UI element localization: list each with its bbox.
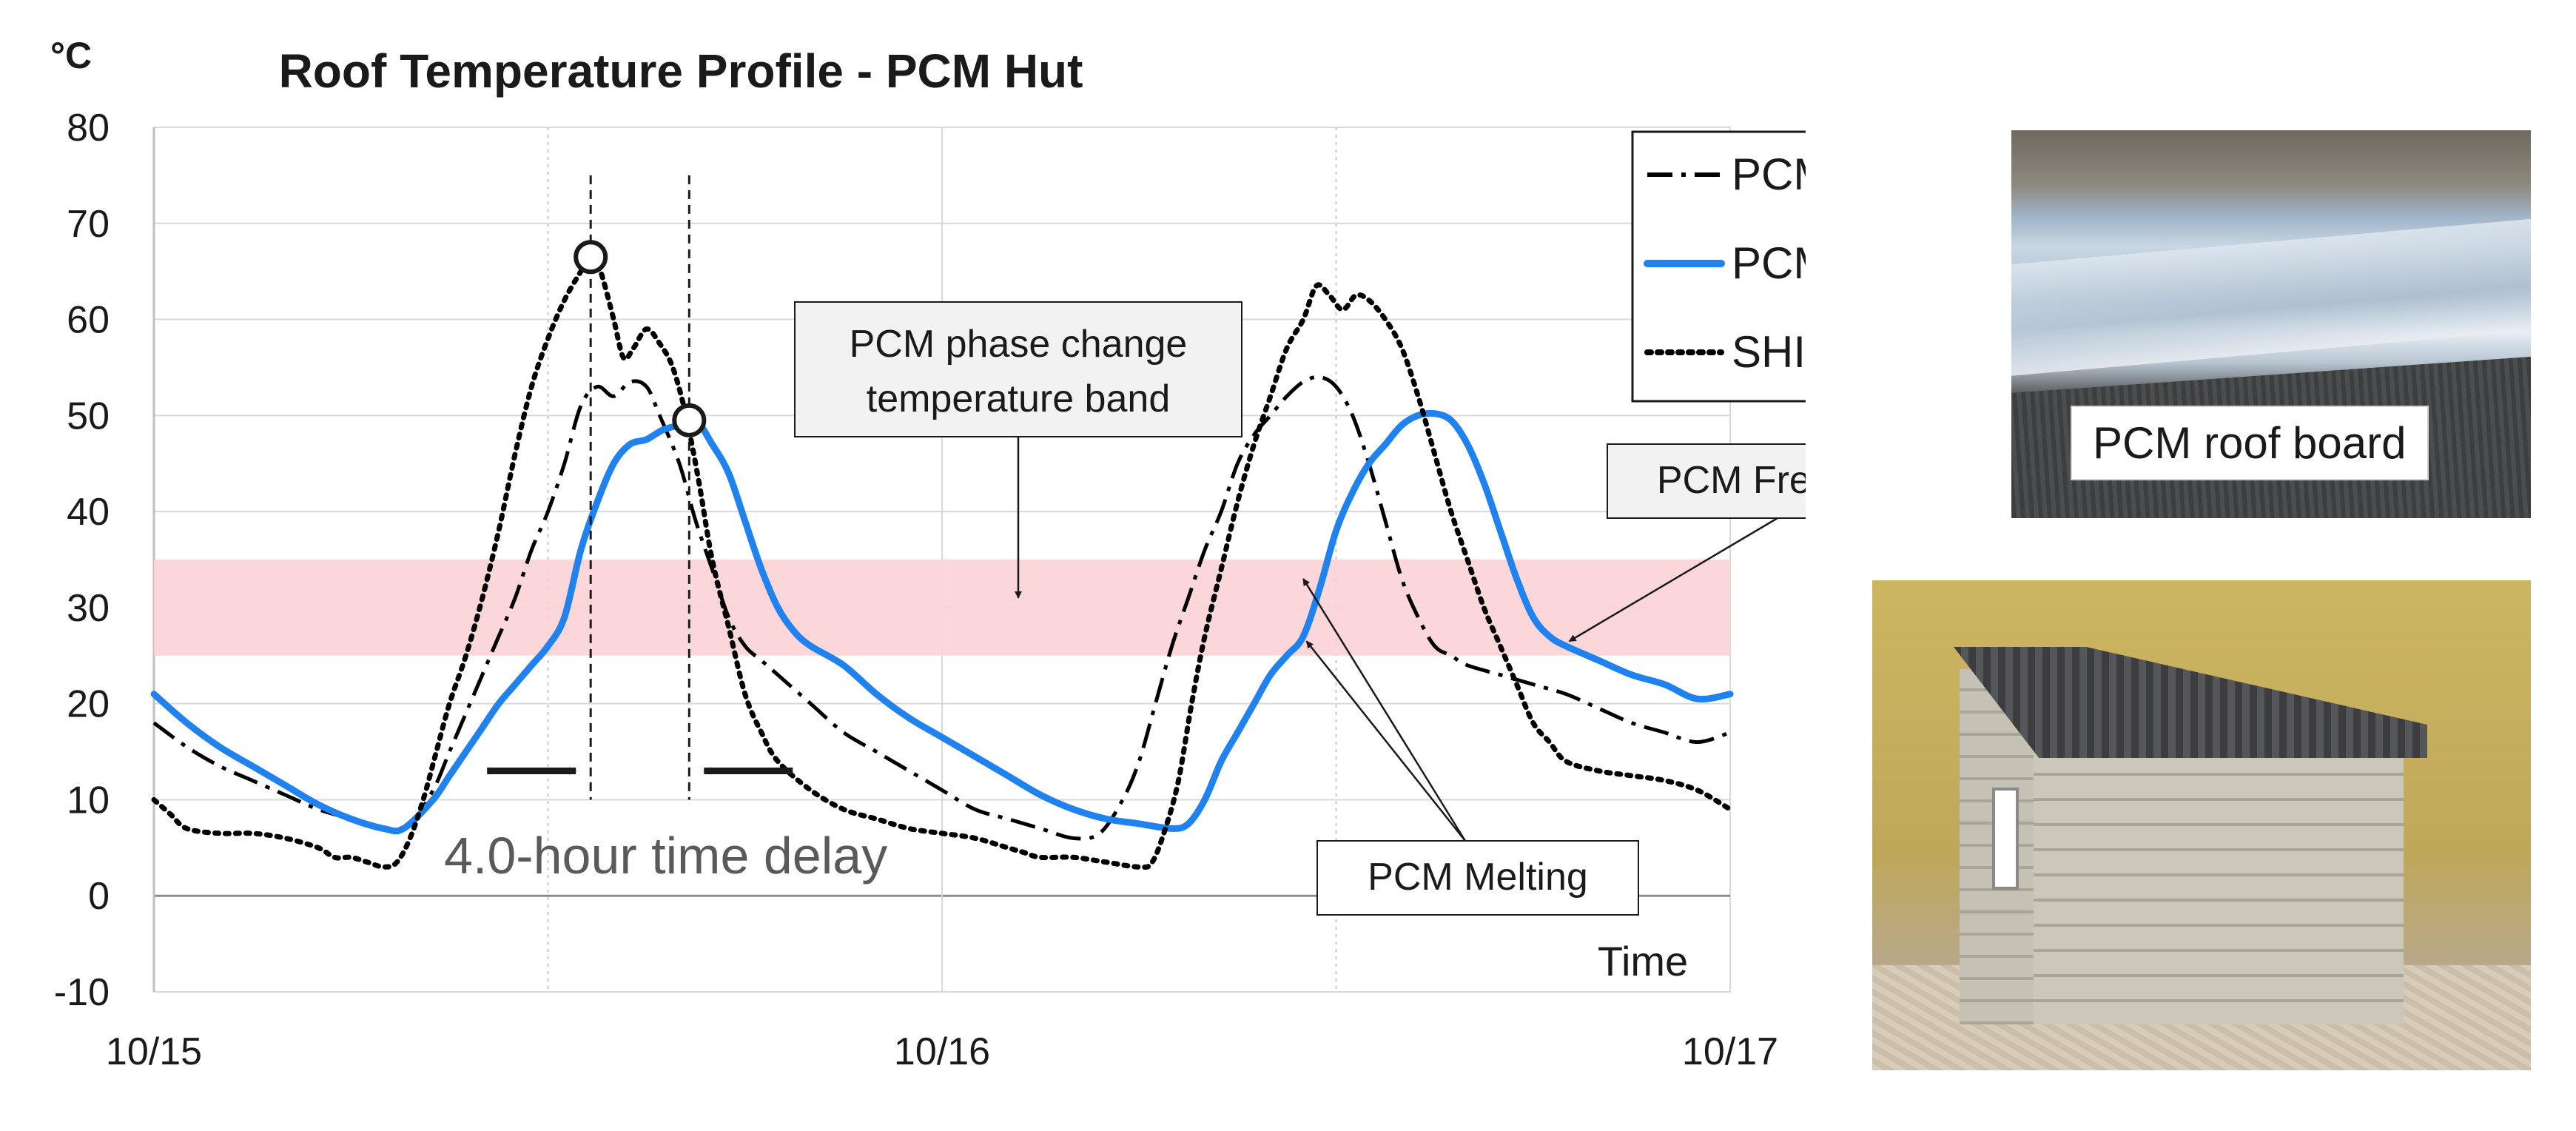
legend-label-pcm-int: PCM_Int bbox=[1732, 238, 1806, 288]
temperature-chart: -10 0 10 20 30 40 50 60 70 80 10/15 10/16 10/17 Roof… bbox=[50, 35, 1806, 1073]
melting-callout: PCM Melting bbox=[1316, 840, 1639, 916]
melting-arrow-int bbox=[1305, 640, 1466, 842]
time-delay-label: 4.0-hour time delay bbox=[444, 827, 887, 885]
band-label-callout: PCM phase change temperature band bbox=[794, 301, 1242, 437]
melting-label: PCM Melting bbox=[1368, 856, 1588, 899]
series-line-pcm-ext bbox=[152, 375, 1731, 841]
y-axis-unit: °C bbox=[50, 35, 92, 76]
legend-label-pcm-ext: PCM_Ext bbox=[1732, 150, 1806, 199]
freezing-arrow bbox=[1568, 517, 1778, 642]
roof-board-strip bbox=[2011, 215, 2531, 378]
freezing-label: PCM Freezing bbox=[1657, 459, 1806, 502]
y-tick-label: 50 bbox=[67, 395, 110, 437]
chart-title: Roof Temperature Profile - PCM Hut bbox=[279, 44, 1083, 98]
band-label-box bbox=[794, 301, 1242, 437]
y-tick-label: 20 bbox=[67, 683, 110, 726]
pcm-roof-board-photo: PCM roof board bbox=[2011, 130, 2531, 518]
y-tick-label: 70 bbox=[67, 203, 110, 246]
melting-arrow-ext bbox=[1302, 578, 1467, 842]
y-tick-label: 30 bbox=[67, 587, 110, 630]
x-tick-label: 10/17 bbox=[1682, 1030, 1778, 1073]
freezing-box bbox=[1607, 443, 1806, 519]
y-tick-label: -10 bbox=[54, 971, 110, 1014]
legend: PCM_Ext PCM_Int SHINGLE bbox=[1631, 130, 1806, 403]
freezing-callout: PCM Freezing bbox=[1607, 443, 1806, 519]
y-tick-label: 10 bbox=[67, 779, 110, 822]
series-line-pcm-int bbox=[150, 409, 1734, 835]
hut-front-wall bbox=[2034, 751, 2404, 1024]
y-tick-label: 40 bbox=[67, 491, 110, 534]
pcm-hut-photo bbox=[1872, 580, 2531, 1070]
x-tick-label: 10/15 bbox=[106, 1030, 202, 1073]
y-tick-label: 60 bbox=[67, 299, 110, 342]
series-line-shingle bbox=[151, 254, 1733, 870]
peak-marker-1 bbox=[574, 240, 608, 275]
x-tick-label: 10/16 bbox=[894, 1030, 990, 1073]
y-tick-label: 80 bbox=[67, 107, 110, 150]
phase-change-band bbox=[154, 560, 1730, 656]
x-axis-label: Time bbox=[1598, 938, 1688, 984]
melting-box bbox=[1316, 840, 1639, 916]
legend-label-shingle: SHINGLE bbox=[1732, 327, 1806, 377]
peak-marker-2 bbox=[672, 403, 707, 437]
band-label-line2: temperature band bbox=[867, 377, 1171, 420]
roof-board-label: PCM roof board bbox=[2071, 406, 2429, 480]
y-tick-label: 0 bbox=[88, 875, 110, 918]
hut-window bbox=[1992, 788, 2019, 890]
band-label-line1: PCM phase change bbox=[850, 323, 1188, 366]
